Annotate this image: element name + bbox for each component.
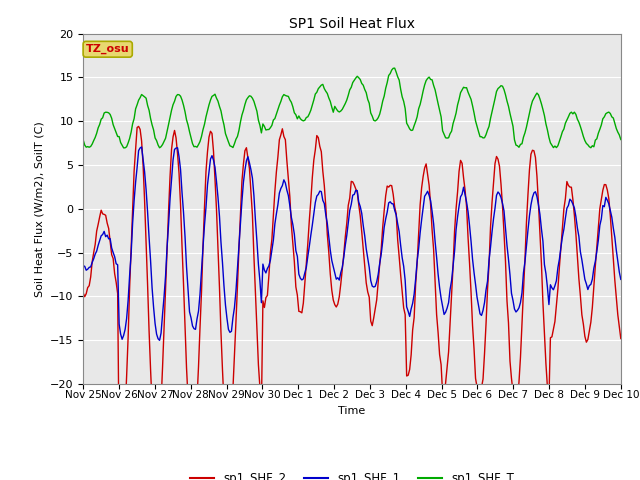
Legend: sp1_SHF_2, sp1_SHF_1, sp1_SHF_T: sp1_SHF_2, sp1_SHF_1, sp1_SHF_T xyxy=(186,467,518,480)
sp1_SHF_T xyxy=(268,122,276,128)
sp1_SHF_1 xyxy=(269,237,277,243)
sp1_SHF_1 xyxy=(79,263,87,269)
sp1_SHF_T xyxy=(316,84,324,90)
sp1_SHF_1 xyxy=(317,189,325,194)
Line: sp1_SHF_1: sp1_SHF_1 xyxy=(83,147,621,340)
sp1_SHF_T xyxy=(259,121,267,127)
X-axis label: Time: Time xyxy=(339,406,365,416)
sp1_SHF_2 xyxy=(317,149,325,155)
sp1_SHF_2 xyxy=(79,290,87,296)
sp1_SHF_1 xyxy=(156,337,163,343)
Line: sp1_SHF_2: sp1_SHF_2 xyxy=(83,126,621,454)
sp1_SHF_T xyxy=(79,137,87,143)
sp1_SHF_1 xyxy=(138,144,145,150)
sp1_SHF_2 xyxy=(135,123,143,129)
sp1_SHF_T xyxy=(241,102,249,108)
sp1_SHF_2 xyxy=(116,451,124,456)
sp1_SHF_1 xyxy=(147,258,154,264)
Line: sp1_SHF_T: sp1_SHF_T xyxy=(83,68,621,148)
sp1_SHF_2 xyxy=(269,213,277,218)
sp1_SHF_2 xyxy=(617,336,625,341)
sp1_SHF_1 xyxy=(590,265,598,271)
sp1_SHF_2 xyxy=(590,283,598,289)
sp1_SHF_T xyxy=(147,116,154,121)
sp1_SHF_T xyxy=(120,145,127,151)
sp1_SHF_2 xyxy=(148,401,156,407)
Y-axis label: Soil Heat Flux (W/m2), SoilT (C): Soil Heat Flux (W/m2), SoilT (C) xyxy=(35,121,44,297)
sp1_SHF_2 xyxy=(243,145,250,151)
Text: TZ_osu: TZ_osu xyxy=(86,44,129,54)
sp1_SHF_T xyxy=(590,144,598,150)
sp1_SHF_T xyxy=(617,137,625,143)
sp1_SHF_1 xyxy=(260,267,268,273)
sp1_SHF_T xyxy=(391,65,399,71)
sp1_SHF_2 xyxy=(260,305,268,311)
sp1_SHF_1 xyxy=(617,276,625,282)
sp1_SHF_1 xyxy=(243,158,250,164)
Title: SP1 Soil Heat Flux: SP1 Soil Heat Flux xyxy=(289,17,415,31)
